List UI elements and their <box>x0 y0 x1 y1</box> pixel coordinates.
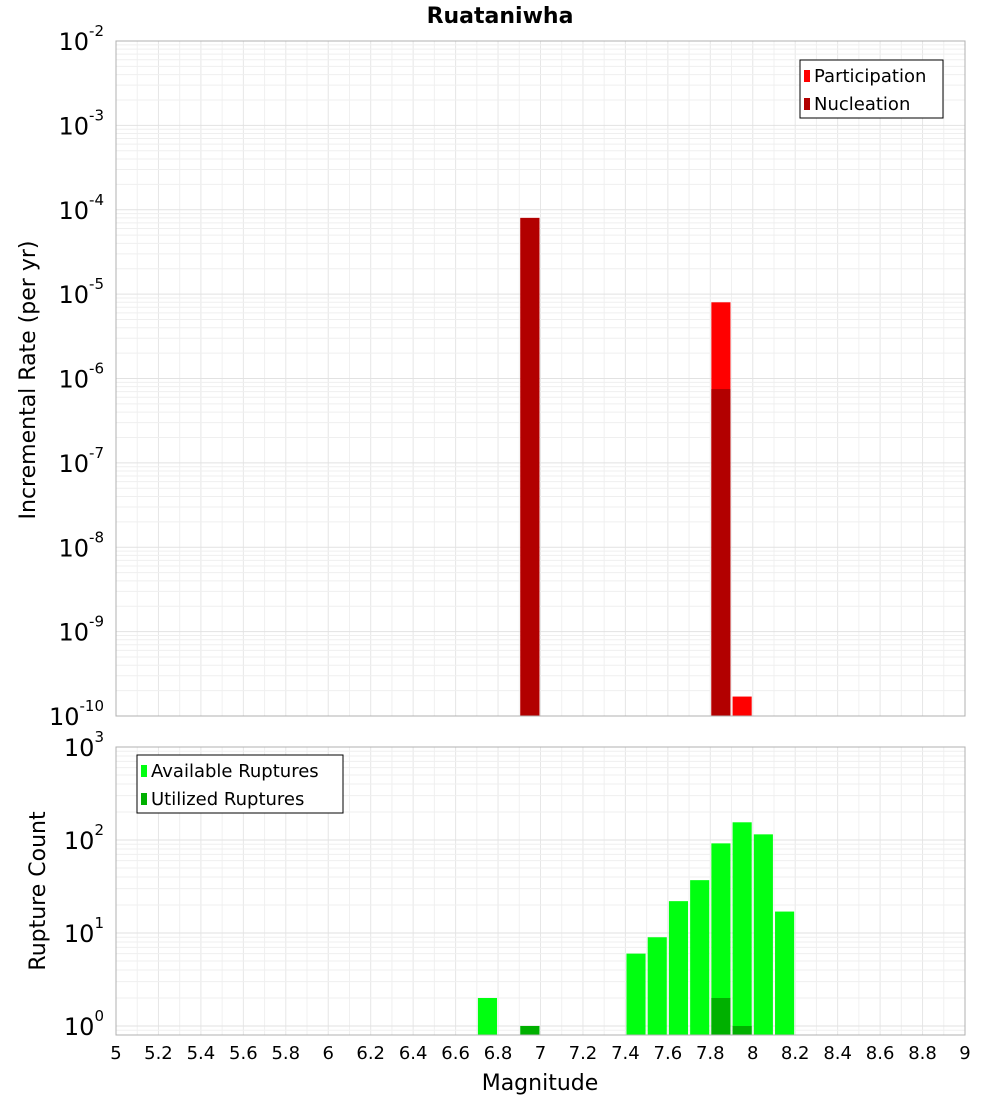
x-tick-label: 8 <box>747 1043 758 1064</box>
available-ruptures-bar <box>753 834 773 1035</box>
y-tick-base: 10 <box>58 28 89 56</box>
y-tick-label: 10-2 <box>58 22 104 56</box>
y-tick-exponent: -3 <box>89 106 104 124</box>
available-ruptures-bar <box>668 901 689 1035</box>
nucleation-bar <box>711 389 731 716</box>
x-tick-label: 5.8 <box>271 1043 300 1064</box>
y-tick-exponent: -5 <box>89 275 104 293</box>
available-ruptures-bar <box>690 880 710 1035</box>
x-tick-label: 5.2 <box>144 1043 173 1064</box>
y-tick-base: 10 <box>64 734 95 762</box>
y-tick-base: 10 <box>58 450 89 478</box>
available-ruptures-bar <box>732 822 752 1035</box>
available-ruptures-bar <box>775 911 795 1035</box>
available-ruptures-bar <box>626 953 646 1035</box>
y-axis-label: Rupture Count <box>26 811 51 971</box>
participation-bar <box>732 696 752 716</box>
legend-label: Available Ruptures <box>151 761 319 782</box>
x-tick-label: 7.4 <box>611 1043 640 1064</box>
y-tick-exponent: -8 <box>89 528 104 546</box>
x-tick-label: 6.6 <box>441 1043 470 1064</box>
y-tick-base: 10 <box>64 1013 95 1041</box>
y-tick-exponent: -2 <box>89 22 104 40</box>
legend-swatch <box>141 793 147 805</box>
y-tick-exponent: 3 <box>94 728 104 746</box>
y-tick-label: 10-9 <box>58 613 104 647</box>
y-tick-exponent: -6 <box>89 360 104 378</box>
plot-border <box>115 40 966 717</box>
y-tick-label: 10-7 <box>58 444 104 478</box>
nucleation-bar <box>520 217 540 716</box>
y-tick-label: 10-6 <box>58 360 104 394</box>
y-tick-label: 10-8 <box>58 528 104 562</box>
x-tick-label: 8.4 <box>823 1043 852 1064</box>
y-tick-base: 10 <box>58 366 89 394</box>
available-ruptures-bar <box>477 997 497 1035</box>
y-tick-base: 10 <box>64 920 95 948</box>
x-tick-label: 6.8 <box>484 1043 513 1064</box>
y-tick-label: 10-10 <box>49 697 104 731</box>
x-tick-label: 6.4 <box>399 1043 428 1064</box>
x-tick-label: 5 <box>110 1043 121 1064</box>
y-tick-label: 101 <box>64 914 104 948</box>
available-ruptures-bar <box>647 937 667 1035</box>
utilized-ruptures-bar <box>711 997 731 1035</box>
x-tick-label: 7.8 <box>696 1043 725 1064</box>
legend-label: Participation <box>814 66 926 87</box>
y-tick-exponent: -4 <box>89 191 104 209</box>
y-tick-base: 10 <box>58 112 89 140</box>
y-tick-label: 102 <box>64 821 104 855</box>
legend-swatch <box>804 70 810 82</box>
legend-label: Utilized Ruptures <box>151 789 304 810</box>
y-tick-exponent: -10 <box>80 697 105 715</box>
y-tick-label: 100 <box>64 1007 104 1041</box>
x-tick-label: 9 <box>959 1043 970 1064</box>
x-tick-label: 5.4 <box>187 1043 216 1064</box>
utilized-ruptures-bar <box>732 1025 752 1035</box>
y-tick-exponent: -7 <box>89 444 104 462</box>
y-tick-label: 10-5 <box>58 275 104 309</box>
x-tick-label: 5.6 <box>229 1043 258 1064</box>
x-tick-label: 8.6 <box>866 1043 895 1064</box>
available-ruptures-bar <box>711 843 731 1035</box>
x-tick-label: 8.2 <box>781 1043 810 1064</box>
x-axis-label: Magnitude <box>482 1071 599 1096</box>
y-tick-base: 10 <box>49 703 80 731</box>
y-tick-label: 103 <box>64 728 104 762</box>
y-tick-base: 10 <box>58 281 89 309</box>
y-axis-label: Incremental Rate (per yr) <box>16 241 41 520</box>
x-tick-label: 8.8 <box>908 1043 937 1064</box>
plot-border <box>115 746 966 1036</box>
y-tick-exponent: 2 <box>94 821 104 839</box>
x-tick-label: 7.2 <box>569 1043 598 1064</box>
x-tick-label: 7 <box>535 1043 546 1064</box>
y-tick-exponent: 0 <box>94 1007 104 1025</box>
legend-swatch <box>804 98 810 110</box>
chart-title: Ruataniwha <box>427 4 574 29</box>
legend-box <box>136 754 344 814</box>
x-tick-label: 6.2 <box>356 1043 385 1064</box>
utilized-ruptures-bar <box>520 1025 540 1035</box>
y-tick-exponent: 1 <box>94 914 104 932</box>
y-tick-label: 10-3 <box>58 106 104 140</box>
x-tick-label: 6 <box>323 1043 334 1064</box>
legend-swatch <box>141 765 147 777</box>
x-tick-label: 7.6 <box>654 1043 683 1064</box>
legend-label: Nucleation <box>814 94 910 115</box>
y-tick-base: 10 <box>58 534 89 562</box>
y-tick-base: 10 <box>64 827 95 855</box>
y-tick-base: 10 <box>58 197 89 225</box>
y-tick-label: 10-4 <box>58 191 104 225</box>
legend-box <box>799 59 944 119</box>
y-tick-base: 10 <box>58 619 89 647</box>
y-tick-exponent: -9 <box>89 613 104 631</box>
rate-panel: 10-1010-910-810-710-610-510-410-310-2Inc… <box>16 22 966 731</box>
